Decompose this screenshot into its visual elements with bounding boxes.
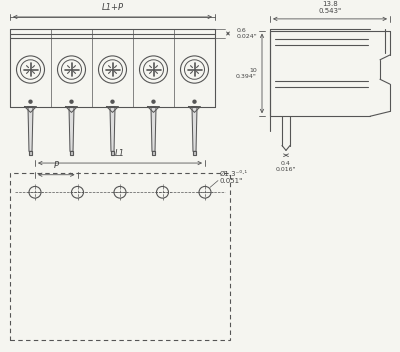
Polygon shape	[70, 151, 73, 155]
Polygon shape	[111, 151, 114, 155]
Circle shape	[111, 100, 114, 103]
Text: 13.8
0.543": 13.8 0.543"	[318, 1, 342, 14]
Polygon shape	[192, 107, 197, 151]
Circle shape	[70, 100, 73, 103]
Polygon shape	[29, 151, 32, 155]
Polygon shape	[193, 151, 196, 155]
Polygon shape	[110, 107, 115, 151]
Bar	[10, 173, 230, 340]
Polygon shape	[28, 107, 33, 151]
Circle shape	[152, 100, 155, 103]
Text: P: P	[54, 161, 59, 170]
Text: 0.6
0.024": 0.6 0.024"	[237, 28, 258, 39]
Text: 10
0.394": 10 0.394"	[236, 68, 257, 79]
Circle shape	[29, 100, 32, 103]
Text: L1: L1	[115, 149, 125, 158]
Text: 0.4
0.016": 0.4 0.016"	[276, 161, 296, 172]
Polygon shape	[151, 107, 156, 151]
Polygon shape	[152, 151, 155, 155]
Text: L1+P: L1+P	[102, 3, 124, 12]
Polygon shape	[69, 107, 74, 151]
Circle shape	[193, 100, 196, 103]
Text: Ø1.3⁻⁰·¹
0.051": Ø1.3⁻⁰·¹ 0.051"	[220, 171, 248, 184]
